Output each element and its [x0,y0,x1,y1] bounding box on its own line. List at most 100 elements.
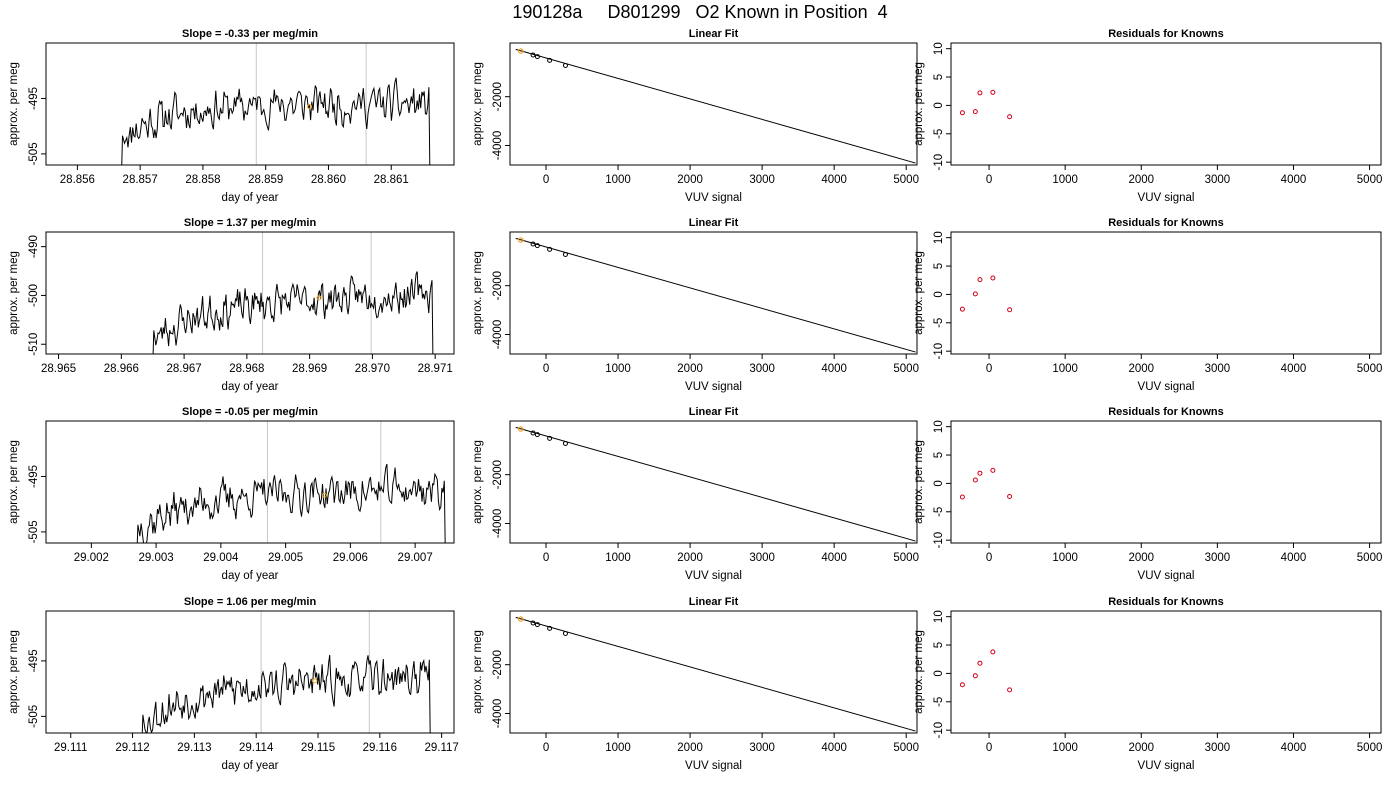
x-tick-label: 0 [986,174,992,186]
y-tick-label: 5 [933,74,945,80]
plot-area [121,77,431,165]
x-tick-label: 29.002 [74,552,109,564]
x-tick-label: 4000 [821,552,847,564]
x-tick-label: 0 [543,363,549,375]
y-tick-label: -505 [28,142,40,165]
x-tick-label: 28.967 [166,363,201,375]
x-tick-label: 5000 [893,552,919,564]
residual-point [990,467,996,473]
plot-frame [950,231,1382,355]
x-tick-label: 28.858 [185,174,220,186]
x-tick-label: 0 [986,742,992,754]
time-series-line [121,77,431,165]
x-tick-label: 4000 [1281,552,1307,564]
panel-title: Linear Fit [689,217,739,229]
x-tick-label: 3000 [749,742,775,754]
x-tick-label: 1000 [1052,363,1078,375]
plot-area [959,649,1013,693]
x-tick-label: 29.111 [54,742,87,754]
residual-point [1007,114,1013,120]
y-tick-label: 5 [933,452,945,458]
y-tick-label: -10 [933,722,945,739]
x-tick-label: 4000 [1281,174,1307,186]
y-axis-label: approx. per meg [472,440,484,524]
x-tick-label: 0 [543,174,549,186]
y-axis-label: approx. per meg [472,251,484,335]
plot-area [515,426,916,542]
known-point [547,625,553,631]
x-axis-label: VUV signal [685,570,742,582]
y-tick-label: -505 [28,520,40,543]
unknown-point [518,237,524,243]
known-point [530,241,536,247]
x-tick-label: 0 [543,552,549,564]
residual-point [990,89,996,95]
x-tick-label: 2000 [1128,363,1154,375]
x-tick-label: 4000 [1281,363,1307,375]
x-tick-label: 1000 [605,363,631,375]
known-point [562,62,568,68]
plot-frame [950,610,1382,734]
residual-point [977,660,983,666]
x-tick-label: 5000 [1357,363,1383,375]
y-tick-label: -500 [28,284,40,307]
x-tick-label: 3000 [1205,552,1231,564]
x-tick-label: 29.116 [363,742,397,754]
known-point [547,57,553,63]
y-tick-label: 5 [933,642,945,648]
y-tick-label: -2000 [492,82,504,111]
plot-frame [45,42,455,166]
x-axis-label: VUV signal [1138,381,1195,393]
plot-frame [950,42,1382,166]
unknown-point [518,616,524,622]
time-panel-r1: Slope = -0.33 per meg/min 28.856 28.857 28.… [8,28,455,204]
x-tick-label: 29.005 [268,552,303,564]
x-tick-label: 2000 [677,742,703,754]
plot-area [152,271,434,354]
y-tick-label: -4000 [492,320,504,349]
y-tick-label: -2000 [492,271,504,300]
fit-panel-r3: Linear Fit 0 1000 2000 3000 4000 5000 -2000 -400… [472,406,919,582]
y-tick-label: -495 [28,649,40,672]
plot-frame [45,231,455,355]
fit-panel-r2: Linear Fit 0 1000 2000 3000 4000 5000 -2000 -400… [472,217,919,393]
known-point [547,435,553,441]
unknown-point [518,426,524,432]
residual-point [1007,687,1013,693]
plot-frame [45,610,455,734]
panel-title: Slope = 1.37 per meg/min [184,217,317,229]
y-tick-label: -10 [933,343,945,360]
x-tick-label: 28.965 [41,363,76,375]
y-axis-label: approx. per meg [8,62,20,146]
residual-point [959,682,965,688]
time-panel-r4: Slope = 1.06 per meg/min 29.111 29.112 29.1… [8,596,459,772]
y-tick-label: 0 [933,102,945,108]
plot-area [515,616,916,732]
y-tick-label: 0 [933,670,945,676]
residual-point [959,494,965,500]
x-tick-label: 28.859 [248,174,283,186]
panel-title: Slope = -0.33 per meg/min [182,28,318,40]
x-tick-label: 28.966 [104,363,139,375]
x-axis-label: day of year [222,760,279,772]
x-tick-label: 0 [543,742,549,754]
fit-line [515,237,916,353]
y-axis-label: approx. per meg [913,62,925,146]
y-tick-label: 10 [933,42,945,55]
x-axis-label: VUV signal [1138,192,1195,204]
x-tick-label: 5000 [893,742,919,754]
plot-area [959,467,1013,500]
x-axis-label: VUV signal [1138,570,1195,582]
x-axis-label: VUV signal [685,760,742,772]
x-tick-label: 1000 [605,742,631,754]
y-tick-label: -4000 [492,699,504,728]
residual-point [977,90,983,96]
figure-title: 190128a D801299 O2 Known in Position 4 [512,2,888,22]
x-tick-label: 0 [986,552,992,564]
y-axis-label: approx. per meg [472,630,484,714]
y-tick-label: -5 [933,697,945,707]
known-point [534,432,540,438]
y-tick-label: -5 [933,318,945,328]
y-tick-label: -495 [28,87,40,110]
residual-point [977,470,983,476]
